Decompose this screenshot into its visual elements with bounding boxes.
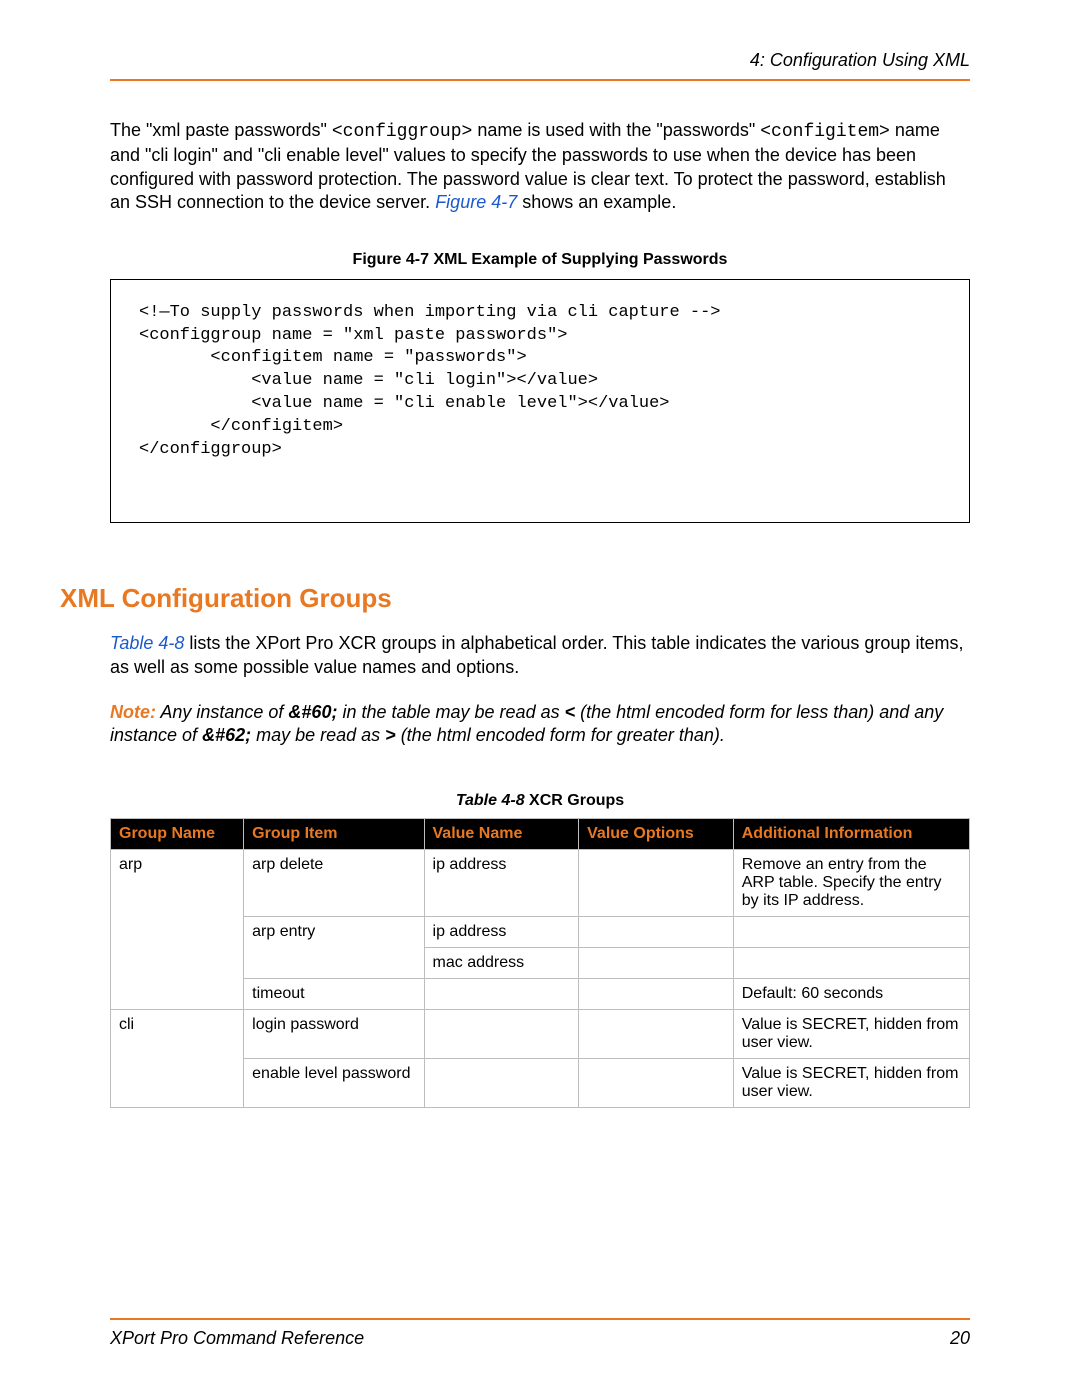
cell-additional-info: Remove an entry from the ARP table. Spec… — [733, 849, 969, 916]
cell-value-options — [579, 849, 734, 916]
cell-value-name: ip address — [424, 849, 579, 916]
th-value-options: Value Options — [579, 818, 734, 849]
note-bold-2: < — [565, 702, 576, 722]
note-label: Note: — [110, 702, 156, 722]
table-caption: Table 4-8 XCR Groups — [110, 792, 970, 810]
note-c: in the table may be read as — [337, 702, 564, 722]
cell-additional-info — [733, 947, 969, 978]
cell-additional-info: Default: 60 seconds — [733, 978, 969, 1009]
note-bold-3: &#62; — [202, 725, 251, 745]
cell-group-item: timeout — [244, 978, 424, 1009]
cell-value-options — [579, 1009, 734, 1058]
cell-group-item: arp entry — [244, 916, 424, 978]
cell-value-options — [579, 916, 734, 947]
note-a: Any instance of — [156, 702, 288, 722]
table-row: arparp deleteip addressRemove an entry f… — [111, 849, 970, 916]
cell-group-item: enable level password — [244, 1058, 424, 1107]
cell-group-item: arp delete — [244, 849, 424, 916]
xcr-groups-table: Group Name Group Item Value Name Value O… — [110, 818, 970, 1108]
cell-value-name — [424, 978, 579, 1009]
cell-value-options — [579, 978, 734, 1009]
intro-text-d: shows an example. — [517, 192, 676, 212]
cell-additional-info: Value is SECRET, hidden from user view. — [733, 1058, 969, 1107]
cell-value-name: mac address — [424, 947, 579, 978]
note-bold-1: &#60; — [288, 702, 337, 722]
intro-text-b: name is used with the "passwords" — [472, 120, 760, 140]
figure-caption: Figure 4-7 XML Example of Supplying Pass… — [110, 251, 970, 269]
cell-additional-info: Value is SECRET, hidden from user view. — [733, 1009, 969, 1058]
cell-group-name: cli — [111, 1009, 244, 1107]
cell-group-name: arp — [111, 849, 244, 1009]
th-additional-info: Additional Information — [733, 818, 969, 849]
th-group-item: Group Item — [244, 818, 424, 849]
table-row: clilogin passwordValue is SECRET, hidden… — [111, 1009, 970, 1058]
footer-rule — [110, 1318, 970, 1320]
intro-text-a: The "xml paste passwords" — [110, 120, 332, 140]
header-rule — [110, 79, 970, 81]
cell-value-options — [579, 1058, 734, 1107]
cell-value-name: ip address — [424, 916, 579, 947]
note-block: Note: Any instance of &#60; in the table… — [110, 701, 970, 748]
table-caption-title: XCR Groups — [525, 792, 625, 809]
note-bold-4: > — [385, 725, 396, 745]
page-header-chapter: 4: Configuration Using XML — [110, 50, 970, 71]
footer-page-number: 20 — [950, 1328, 970, 1349]
note-i: (the html encoded form for greater than)… — [396, 725, 725, 745]
section-paragraph: Table 4-8 lists the XPort Pro XCR groups… — [110, 632, 970, 679]
intro-code-1: <configgroup> — [332, 122, 472, 142]
table-body: arparp deleteip address Remove an entry f… — [111, 849, 970, 1107]
footer-doc-title: XPort Pro Command Reference — [110, 1328, 364, 1349]
cell-value-options — [579, 947, 734, 978]
section-heading-xml-config-groups: XML Configuration Groups — [60, 583, 970, 614]
table-caption-number: Table 4-8 — [456, 792, 525, 809]
cell-value-name — [424, 1009, 579, 1058]
intro-paragraph: The "xml paste passwords" <configgroup> … — [110, 119, 970, 215]
cell-group-item: login password — [244, 1009, 424, 1058]
code-example-box: <!—To supply passwords when importing vi… — [110, 279, 970, 524]
table-ref-link[interactable]: Table 4-8 — [110, 633, 184, 653]
page: 4: Configuration Using XML The "xml past… — [0, 0, 1080, 1397]
section-text-rest: lists the XPort Pro XCR groups in alphab… — [110, 633, 963, 676]
th-value-name: Value Name — [424, 818, 579, 849]
table-header-row: Group Name Group Item Value Name Value O… — [111, 818, 970, 849]
page-footer: XPort Pro Command Reference 20 — [110, 1318, 970, 1349]
figure-ref-link[interactable]: Figure 4-7 — [435, 192, 517, 212]
intro-code-2: <configitem> — [760, 122, 890, 142]
cell-value-name — [424, 1058, 579, 1107]
note-g: may be read as — [251, 725, 385, 745]
th-group-name: Group Name — [111, 818, 244, 849]
cell-additional-info — [733, 916, 969, 947]
